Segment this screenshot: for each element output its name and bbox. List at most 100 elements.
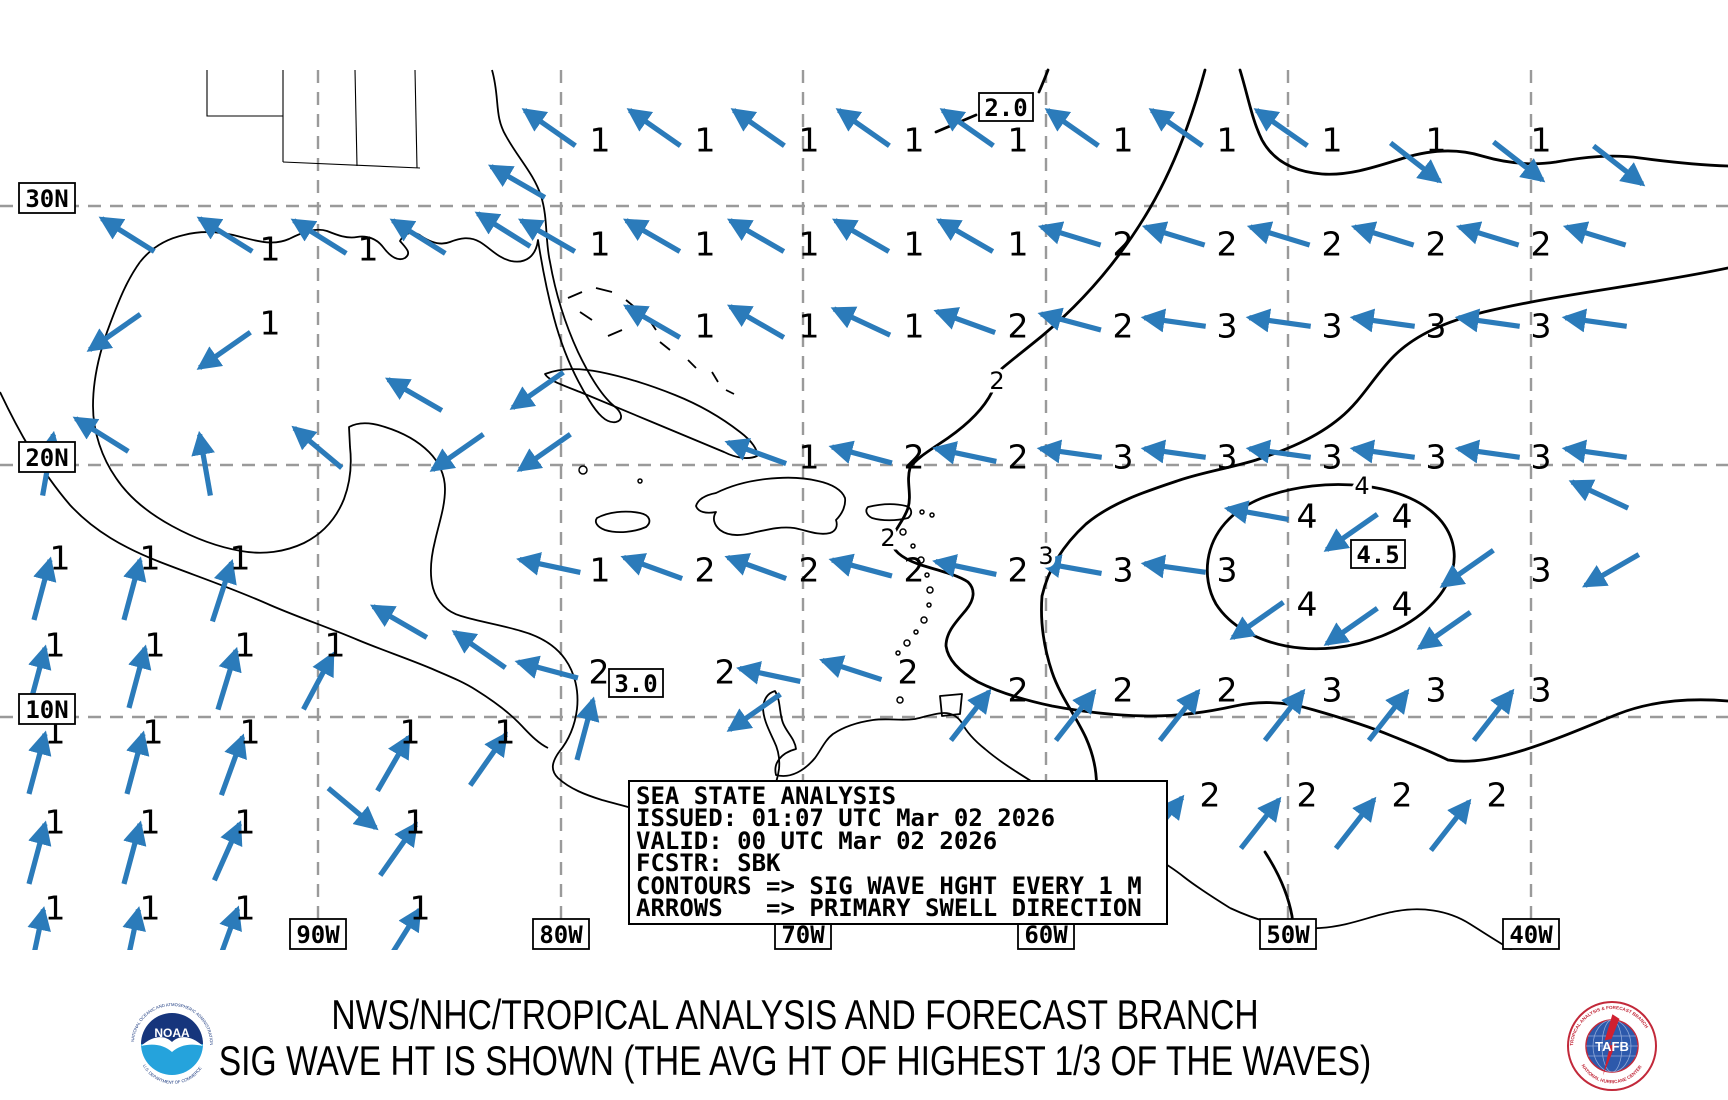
wave-height-value: 1 xyxy=(140,803,161,842)
swell-arrow xyxy=(1333,796,1377,851)
longitude-label: 70W xyxy=(781,921,825,949)
swell-arrow xyxy=(209,559,237,623)
wave-height-value: 1 xyxy=(143,713,164,752)
state-border xyxy=(206,70,283,117)
state-border xyxy=(282,161,421,169)
wave-height-value: 4 xyxy=(1297,497,1318,536)
swell-arrow xyxy=(126,644,152,709)
islet xyxy=(929,512,935,518)
swell-arrow xyxy=(1245,439,1312,464)
wave-height-value: 1 xyxy=(1008,225,1029,264)
longitude-label-box xyxy=(289,918,347,950)
wave-height-value: 3 xyxy=(1322,307,1343,346)
swell-arrow xyxy=(727,218,786,254)
wave-height-value: 3 xyxy=(1217,551,1238,590)
wave-height-value: 3 xyxy=(1217,438,1238,477)
swell-arrow xyxy=(1439,548,1495,588)
wave-height-value: 2 xyxy=(1217,671,1238,710)
swell-arrow xyxy=(1349,439,1416,464)
swell-arrow xyxy=(98,216,156,254)
islet xyxy=(926,586,934,594)
hispaniola xyxy=(695,476,847,536)
wave-height-value: 1 xyxy=(904,225,925,264)
longitude-label: 80W xyxy=(539,921,583,949)
wave-height-value: 1 xyxy=(235,803,256,842)
swell-arrow xyxy=(212,820,243,882)
contour-label: 2 xyxy=(880,524,895,552)
swell-arrow xyxy=(516,552,581,576)
wave-height-value: 1 xyxy=(260,230,281,269)
info-box-issued: ISSUED: 01:07 UTC Mar 02 2026 xyxy=(636,804,1056,833)
islet xyxy=(899,528,907,536)
info-box-valid: VALID: 00 UTC Mar 02 2026 xyxy=(636,826,998,855)
swell-arrow xyxy=(31,556,57,621)
contour-3m xyxy=(1040,266,1728,900)
swell-arrow xyxy=(196,216,254,254)
swell-arrow xyxy=(932,441,997,465)
swell-arrow xyxy=(1454,308,1521,333)
wave-height-value: 2 xyxy=(904,551,925,590)
wave-height-value: 2 xyxy=(1008,671,1029,710)
contour-20-label-segment-a xyxy=(1037,68,1050,94)
swell-arrow xyxy=(727,304,786,340)
swell-arrow xyxy=(936,218,995,254)
swell-arrow xyxy=(933,307,997,336)
wave-height-value: 1 xyxy=(45,626,66,665)
contour-2m-island-arc xyxy=(890,390,1728,763)
swell-arrow xyxy=(301,651,335,711)
latitude-label: 10N xyxy=(25,696,68,724)
wave-height-value: 1 xyxy=(590,225,611,264)
swell-arrow xyxy=(514,655,579,681)
swell-arrow xyxy=(1562,221,1627,248)
tafb-wordmark: TAFB xyxy=(1595,1039,1629,1054)
contour-label: 3 xyxy=(1038,542,1053,570)
wave-height-value: 1 xyxy=(495,713,516,752)
mexico-centam-coast xyxy=(92,261,579,753)
contour-value-label: 3.0 xyxy=(614,670,657,698)
wave-height-value: 3 xyxy=(1531,551,1552,590)
swell-arrow xyxy=(375,734,411,793)
wave-height-value: 1 xyxy=(1531,121,1552,160)
islet xyxy=(913,629,919,635)
swell-arrow xyxy=(832,218,891,254)
swell-arrow xyxy=(121,556,147,621)
wave-height-value: 2 xyxy=(1008,438,1029,477)
wave-height-value: 1 xyxy=(799,307,820,346)
swell-arrow xyxy=(623,218,682,254)
wave-height-value: 1 xyxy=(904,307,925,346)
wave-height-value: 1 xyxy=(590,121,611,160)
swell-arrow xyxy=(1568,479,1630,511)
puerto-rico xyxy=(865,503,913,522)
jamaica xyxy=(594,510,651,534)
swell-arrow xyxy=(932,554,997,578)
contour-label: 2 xyxy=(989,367,1004,395)
longitude-label-box xyxy=(532,918,590,950)
swell-arrow xyxy=(1246,221,1311,248)
swell-arrow xyxy=(626,108,682,148)
wave-height-value: 4 xyxy=(1392,585,1413,624)
wave-height-value: 2 xyxy=(715,653,736,692)
swell-arrow xyxy=(828,440,893,466)
swell-arrow xyxy=(121,820,147,885)
wave-height-value: 3 xyxy=(1113,551,1134,590)
islet xyxy=(895,650,901,656)
swell-arrow xyxy=(1561,439,1628,464)
wave-height-value: 1 xyxy=(260,304,281,343)
wave-height-value: 1 xyxy=(799,438,820,477)
contour-label: 4 xyxy=(1354,472,1369,500)
swell-arrow xyxy=(1591,143,1646,187)
swell-arrow xyxy=(516,432,572,472)
swell-arrow xyxy=(391,906,422,950)
swell-arrow xyxy=(835,108,891,148)
wave-height-value: 1 xyxy=(358,230,379,269)
swell-arrow xyxy=(1140,439,1207,464)
wave-height-value: 1 xyxy=(45,889,66,928)
wave-height-value: 3 xyxy=(1426,671,1447,710)
islet xyxy=(910,543,916,549)
info-box-contours-legend: CONTOURS => SIG WAVE HGHT EVERY 1 M xyxy=(636,871,1142,900)
wave-height-value: 2 xyxy=(1200,776,1221,815)
info-box-arrows-legend: ARROWS => PRIMARY SWELL DIRECTION xyxy=(636,894,1142,923)
swell-arrow xyxy=(1053,688,1097,743)
tafb-lightning-bolt-icon xyxy=(1602,1014,1620,1076)
